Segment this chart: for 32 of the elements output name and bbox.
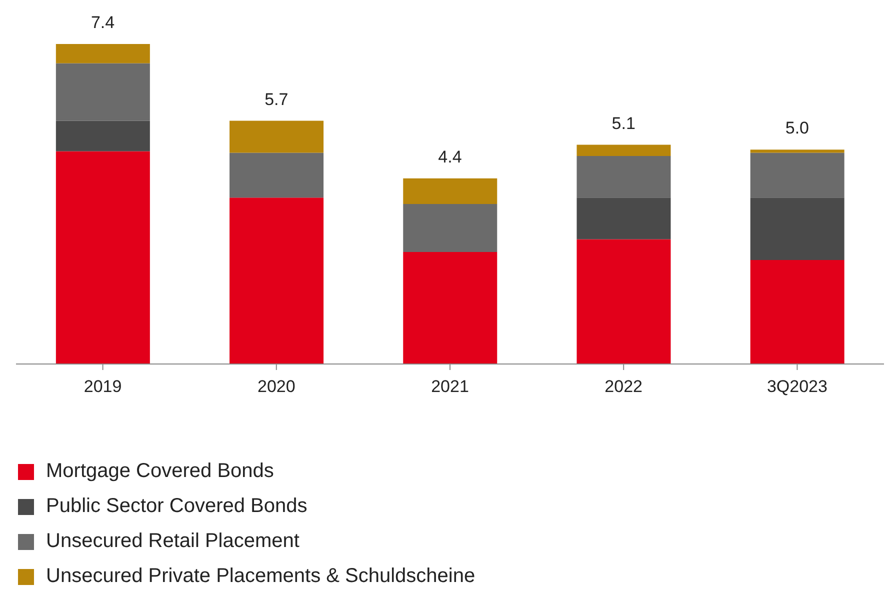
legend-label: Mortgage Covered Bonds: [46, 460, 274, 483]
bar: [230, 152, 324, 198]
bar: [750, 152, 844, 198]
bar: [576, 156, 671, 198]
bar: [403, 204, 498, 252]
bar: [750, 198, 844, 260]
x-tick-label: 2022: [604, 377, 643, 396]
x-tick-label: 2021: [431, 377, 469, 396]
annotation: 4.4: [438, 147, 462, 166]
legend-label: Unsecured Retail Placement: [46, 530, 300, 553]
bar: [576, 198, 671, 240]
x-tick-label: 3Q2023: [766, 377, 828, 396]
annotation: 5.1: [612, 114, 636, 133]
bar: [403, 252, 498, 364]
bar: [403, 178, 498, 204]
annotation: 5.0: [785, 118, 810, 138]
x-tick-label: 2020: [257, 377, 296, 396]
bar: [56, 44, 150, 64]
bar: [230, 198, 324, 364]
bar: [750, 260, 844, 364]
bar: [576, 239, 671, 364]
bar: [576, 144, 671, 156]
x-tick-label: 2019: [84, 377, 122, 396]
bar: [230, 120, 324, 153]
bar: [56, 120, 150, 152]
legend-label: Unsecured Private Placements & Schuldscheine: [46, 565, 476, 588]
legend-label: Public Sector Covered Bonds: [46, 495, 308, 518]
bar: [750, 150, 844, 153]
bar: [56, 151, 150, 364]
annotation: 7.4: [90, 13, 115, 32]
bar: [56, 63, 150, 121]
annotation: 5.7: [264, 90, 288, 109]
